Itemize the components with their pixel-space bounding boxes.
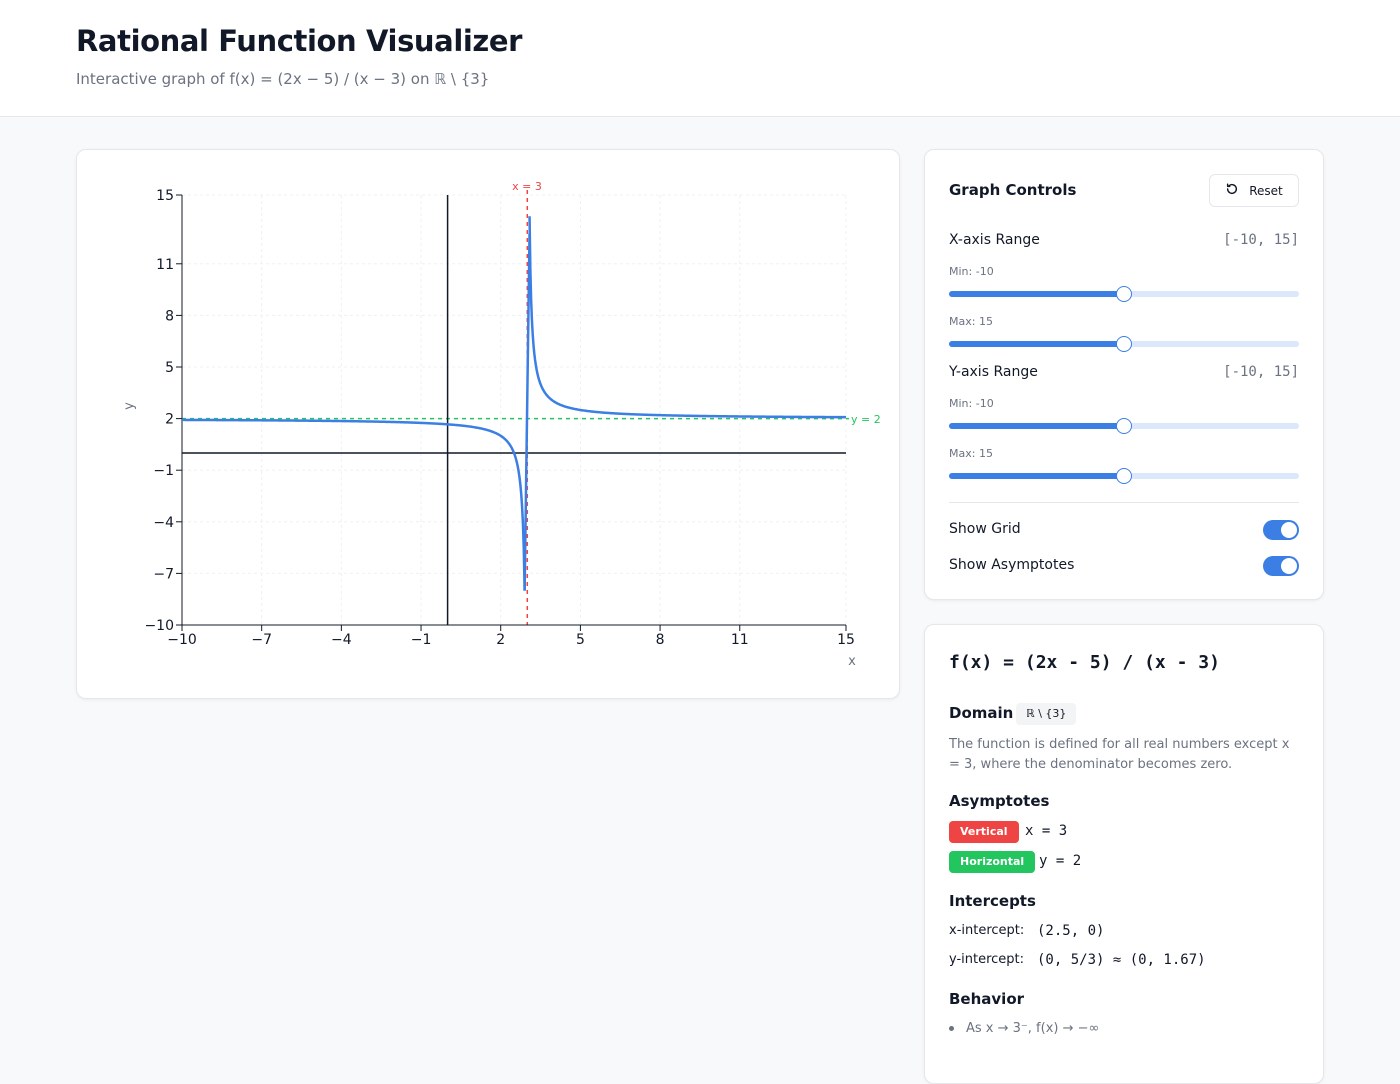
y-tick-label: 15 [156, 188, 174, 204]
curve-layer [181, 216, 847, 591]
controls-divider [949, 502, 1299, 503]
y-tick-label: −4 [153, 515, 174, 531]
y-tick-label: −10 [144, 618, 174, 634]
x-intercept-label: x-intercept: [949, 923, 1025, 938]
x-max-label: Max: 15 [949, 315, 993, 328]
y-tick-label: −1 [153, 463, 174, 479]
vertical-asymptote-equation: x = 3 [1025, 823, 1068, 839]
slider-thumb[interactable] [1116, 468, 1132, 484]
x-min-label: Min: -10 [949, 265, 994, 278]
domain-badge: ℝ \ {3} [1016, 703, 1077, 725]
y-max-label: Max: 15 [949, 447, 993, 460]
bullet-dot [949, 1026, 954, 1031]
y-tick-label: −7 [153, 566, 174, 582]
y-tick-label: 5 [165, 360, 174, 376]
horizontal-asymptote-tag: Horizontal [949, 851, 1036, 873]
x-tick-label: 15 [837, 632, 855, 648]
x-max-slider[interactable] [949, 336, 1299, 352]
function-info-panel: f(x) = (2x - 5) / (x - 3) Domain ℝ \ {3}… [924, 624, 1324, 1084]
x-tick-label: 5 [576, 632, 585, 648]
x-tick-label: −10 [167, 632, 197, 648]
curve-connector [523, 233, 531, 591]
vertical-asymptote-tag: Vertical [949, 821, 1019, 843]
x-tick-label: 8 [656, 632, 665, 648]
page-header: Rational Function Visualizer Interactive… [0, 0, 1400, 117]
show-grid-label: Show Grid [949, 521, 1021, 537]
page-title: Rational Function Visualizer [76, 24, 523, 58]
behavior-text: As x → 3⁻, f(x) → −∞ [966, 1021, 1100, 1036]
y-min-slider[interactable] [949, 418, 1299, 434]
y-intercept-value: (0, 5/3) ≈ (0, 1.67) [1037, 952, 1206, 968]
slider-thumb[interactable] [1116, 418, 1132, 434]
y-intercept-label: y-intercept: [949, 952, 1025, 967]
tick-layer: −10 −7 −4 −1 2 5 8 11 15 15 11 8 5 2 −1 −4 −7 −10 [144, 188, 854, 648]
slider-fill [949, 423, 1124, 429]
function-graph[interactable]: −10 −7 −4 −1 2 5 8 11 15 15 11 8 5 2 −1 −4 −7 −10 x y x =… [77, 150, 901, 700]
slider-fill [949, 341, 1124, 347]
show-asymptotes-label: Show Asymptotes [949, 557, 1075, 573]
intercepts-title: Intercepts [949, 892, 1036, 910]
grid-layer [181, 194, 847, 626]
x-range-label: X-axis Range [949, 232, 1040, 248]
slider-fill [949, 473, 1124, 479]
curve-right-branch [528, 216, 847, 419]
y-max-slider[interactable] [949, 468, 1299, 484]
graph-card: −10 −7 −4 −1 2 5 8 11 15 15 11 8 5 2 −1 −4 −7 −10 x y x =… [76, 149, 900, 699]
x-intercept-value: (2.5, 0) [1037, 923, 1105, 939]
show-grid-toggle[interactable] [1263, 520, 1299, 540]
toggle-knob [1281, 558, 1297, 574]
domain-title: Domain [949, 704, 1014, 722]
curve-left-branch [181, 418, 526, 591]
y-range-label: Y-axis Range [949, 364, 1038, 380]
slider-thumb[interactable] [1116, 336, 1132, 352]
y-min-label: Min: -10 [949, 397, 994, 410]
show-asymptotes-toggle[interactable] [1263, 556, 1299, 576]
y-range-value: [-10, 15] [1223, 364, 1299, 380]
toggle-knob [1281, 522, 1297, 538]
asymptote-layer [182, 190, 849, 625]
vertical-asymptote-label: x = 3 [512, 180, 542, 193]
y-tick-label: 2 [165, 412, 174, 428]
function-formula: f(x) = (2x - 5) / (x - 3) [949, 652, 1220, 673]
page-subtitle: Interactive graph of f(x) = (2x − 5) / (… [76, 70, 490, 88]
reset-button[interactable]: Reset [1209, 174, 1299, 207]
x-tick-label: 2 [496, 632, 505, 648]
horizontal-asymptote-label: y = 2 [851, 413, 881, 426]
asymptotes-title: Asymptotes [949, 792, 1050, 810]
y-tick-label: 8 [165, 308, 174, 324]
horizontal-asymptote-equation: y = 2 [1039, 853, 1082, 869]
y-axis-label: y [122, 402, 137, 410]
x-tick-label: 11 [731, 632, 749, 648]
domain-description: The function is defined for all real num… [949, 737, 1290, 772]
y-tick-label: 11 [156, 257, 174, 273]
x-tick-label: −1 [411, 632, 432, 648]
x-range-value: [-10, 15] [1223, 232, 1299, 248]
behavior-item: As x → 3⁻, f(x) → −∞ [949, 1021, 1099, 1036]
slider-thumb[interactable] [1116, 286, 1132, 302]
behavior-title: Behavior [949, 990, 1025, 1008]
slider-fill [949, 291, 1124, 297]
controls-title: Graph Controls [949, 181, 1077, 199]
x-axis-label: x [848, 654, 856, 669]
graph-controls-panel: Graph Controls Reset X-axis Range [-10, … [924, 149, 1324, 600]
x-tick-label: −7 [251, 632, 272, 648]
reset-icon [1225, 182, 1239, 199]
reset-label: Reset [1249, 183, 1283, 198]
axes-layer [181, 195, 846, 626]
x-min-slider[interactable] [949, 286, 1299, 302]
x-tick-label: −4 [331, 632, 352, 648]
